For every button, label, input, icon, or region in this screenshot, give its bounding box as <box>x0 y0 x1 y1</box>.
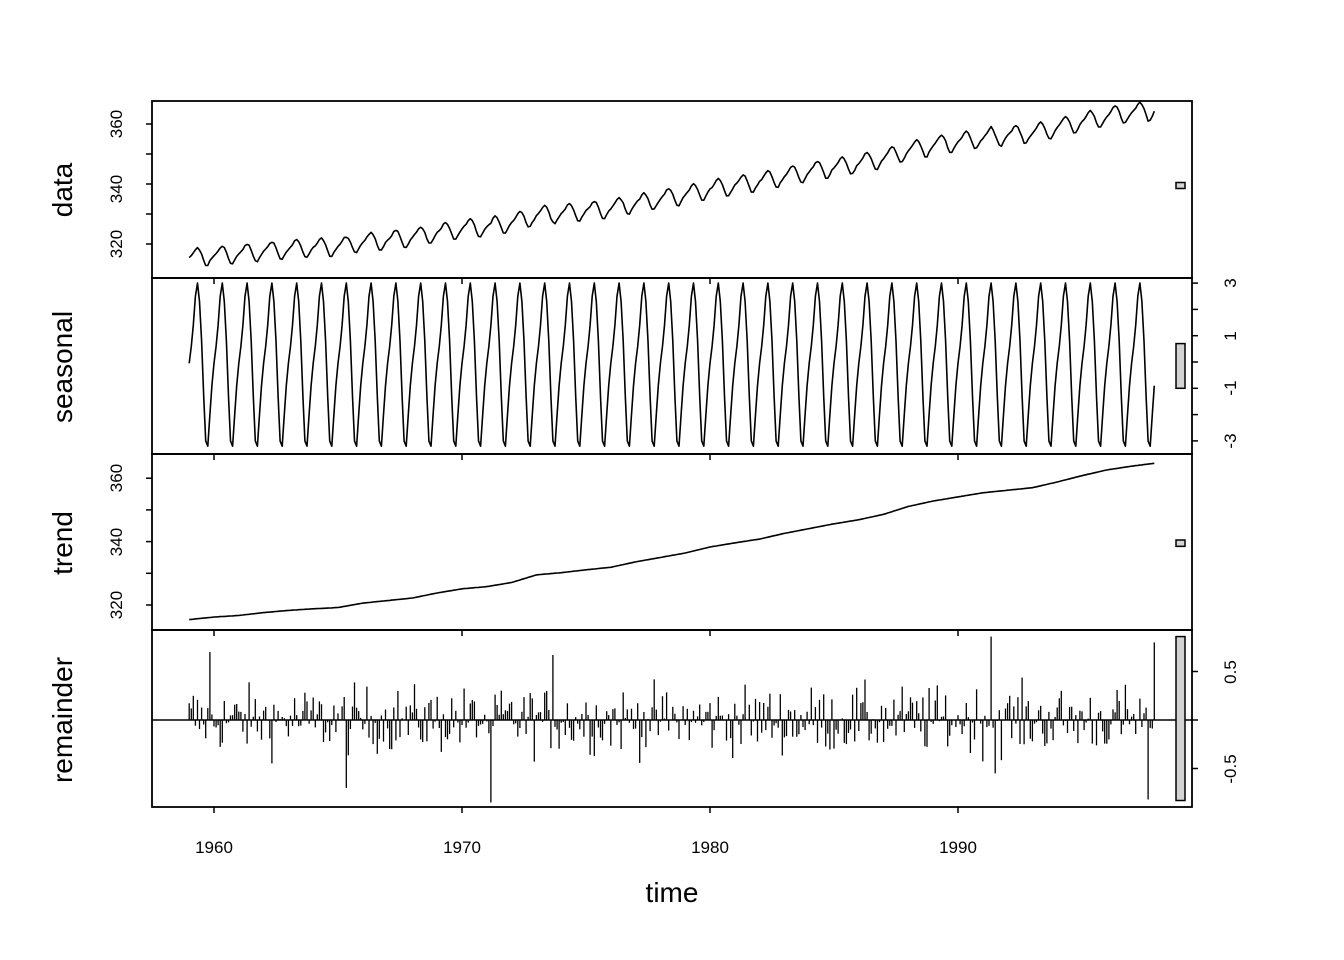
x-tick-1960: 1960 <box>195 838 233 857</box>
trend-tick-320: 320 <box>107 591 126 619</box>
x-tick-1990: 1990 <box>939 838 977 857</box>
trend-tick-360: 360 <box>107 464 126 492</box>
data-panel-label: data <box>47 162 78 217</box>
seasonal-tick-1: 1 <box>1221 331 1240 340</box>
remainder-range-bar <box>1175 635 1186 802</box>
remainder-tick-05: 0.5 <box>1221 660 1240 684</box>
seasonal-tick-neg1: -1 <box>1221 380 1240 395</box>
remainder-tick-neg05: -0.5 <box>1221 754 1240 783</box>
remainder-panel-frame <box>151 629 1193 808</box>
data-tick-320: 320 <box>107 230 126 258</box>
trend-range-bar <box>1175 539 1186 548</box>
seasonal-panel-label: seasonal <box>47 311 78 423</box>
data-range-bar <box>1175 181 1186 190</box>
seasonal-tick-neg3: -3 <box>1221 433 1240 448</box>
data-tick-360: 360 <box>107 110 126 138</box>
trend-panel-label: trend <box>47 511 78 575</box>
x-tick-1970: 1970 <box>443 838 481 857</box>
seasonal-tick-3: 3 <box>1221 278 1240 287</box>
panel-data: data 320 340 360 <box>47 100 1193 279</box>
seasonal-range-bar <box>1175 342 1186 390</box>
panel-remainder: remainder -0.5 0.5 <box>47 629 1240 808</box>
x-tick-1980: 1980 <box>691 838 729 857</box>
remainder-y-axis <box>1192 670 1198 770</box>
data-y-axis <box>146 123 152 245</box>
seasonal-y-axis <box>1192 282 1198 442</box>
trend-tick-340: 340 <box>107 528 126 556</box>
x-axis-title: time <box>646 877 699 908</box>
remainder-panel-label: remainder <box>47 657 78 783</box>
trend-y-axis <box>146 477 152 606</box>
data-series-line <box>188 101 1156 267</box>
x-axis <box>213 278 959 813</box>
data-tick-340: 340 <box>107 175 126 203</box>
panel-seasonal: seasonal -3 -1 1 3 <box>47 277 1240 455</box>
seasonal-series-line <box>188 282 1156 447</box>
trend-series-line <box>189 462 1155 621</box>
